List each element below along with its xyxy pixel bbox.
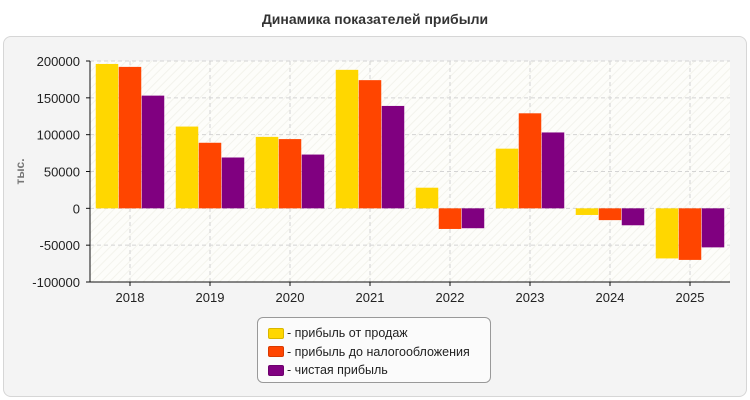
x-tick-label: 2019 (196, 290, 225, 305)
x-tick-label: 2018 (116, 290, 145, 305)
bar-2019-series-0 (175, 126, 199, 209)
bar-2024-series-2 (621, 208, 645, 226)
x-tick-label: 2025 (676, 290, 705, 305)
bar-2020-series-1 (278, 139, 302, 209)
legend-label: - прибыль от продаж (287, 326, 408, 341)
chart-title: Динамика показателей прибыли (261, 11, 489, 27)
bar-2025-series-0 (655, 208, 679, 259)
chart-legend: - прибыль от продаж - прибыль до налогоо… (257, 317, 491, 383)
y-axis-label: тыс. (13, 158, 27, 184)
bar-2021-series-0 (335, 69, 359, 209)
legend-label: - чистая прибыль (287, 363, 388, 378)
legend-swatch (268, 327, 284, 339)
bar-2021-series-2 (381, 105, 405, 209)
x-tick-label: 2024 (596, 290, 625, 305)
bar-2022-series-2 (461, 208, 485, 229)
legend-label: - прибыль до налогообложения (287, 344, 470, 359)
y-tick-label: 150000 (37, 91, 80, 106)
y-tick-label: 200000 (37, 54, 80, 69)
legend-item-net-profit: - чистая прибыль (268, 361, 490, 380)
bar-2023-series-1 (518, 113, 542, 209)
x-tick-label: 2021 (356, 290, 385, 305)
legend-item-pretax-profit: - прибыль до налогообложения (268, 343, 490, 362)
bar-2020-series-0 (255, 136, 279, 209)
bar-2022-series-1 (438, 208, 462, 229)
bar-2025-series-1 (678, 208, 702, 260)
legend-swatch (268, 364, 284, 376)
bar-2018-series-2 (141, 95, 165, 209)
bar-2024-series-1 (598, 208, 622, 221)
bar-2018-series-0 (95, 63, 119, 209)
y-tick-label: 50000 (44, 165, 80, 180)
bar-2019-series-1 (198, 142, 222, 209)
x-tick-label: 2023 (516, 290, 545, 305)
y-tick-label: -100000 (32, 275, 80, 290)
bar-2018-series-1 (118, 66, 142, 209)
legend-swatch (268, 346, 284, 358)
x-tick-label: 2020 (276, 290, 305, 305)
legend-item-sales-profit: - прибыль от продаж (268, 324, 490, 343)
bar-2021-series-1 (358, 80, 382, 209)
bar-2022-series-0 (415, 187, 439, 209)
y-tick-label: 100000 (37, 128, 80, 143)
bar-2020-series-2 (301, 154, 325, 209)
bar-2023-series-0 (495, 148, 519, 209)
bar-2023-series-2 (541, 132, 565, 209)
y-tick-label: -50000 (40, 238, 80, 253)
x-tick-label: 2022 (436, 290, 465, 305)
bar-2024-series-0 (575, 208, 599, 215)
y-tick-label: 0 (73, 201, 80, 216)
bar-2025-series-2 (701, 208, 725, 248)
bar-2019-series-2 (221, 157, 245, 209)
